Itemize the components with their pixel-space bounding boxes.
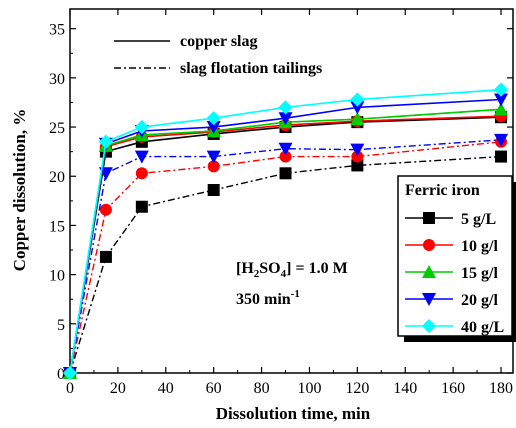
- copper-slag-point: [350, 101, 365, 115]
- x-tick-label: 100: [297, 380, 321, 397]
- legend-label: 20 g/l: [461, 292, 498, 309]
- legend-box: [397, 175, 513, 337]
- x-tick-label: 20: [110, 380, 126, 397]
- tailings-point: [98, 167, 113, 181]
- legend-marker: [422, 319, 436, 333]
- copper-slag-point: [278, 112, 293, 126]
- copper-slag-point: [206, 121, 221, 135]
- acid-concentration-annotation: [H2SO4] = 1.0 M: [236, 260, 348, 280]
- tailings-point: [134, 150, 149, 164]
- x-tick-label: 180: [489, 380, 513, 397]
- x-tick-label: 80: [254, 380, 270, 397]
- tailings-point: [494, 102, 509, 116]
- tailings-point: [278, 100, 293, 115]
- tailings-point: [279, 150, 292, 163]
- legend-marker: [423, 212, 435, 224]
- legend-slag-flotation-tailings: slag flotation tailings: [180, 60, 322, 77]
- marker-legend: Ferric iron 5 g/L 10 g/l 15 g/l 20 g/l 40 g/…: [397, 175, 516, 342]
- x-tick-label: 140: [393, 380, 417, 397]
- tailings-point: [495, 150, 508, 163]
- y-tick-label: 30: [49, 71, 65, 88]
- tailings-point: [350, 143, 365, 157]
- tailings-point: [99, 203, 112, 216]
- tailings-point: [98, 134, 113, 149]
- tailings-point: [99, 250, 112, 263]
- tailings-point: [351, 159, 364, 172]
- tailings-point: [207, 160, 220, 173]
- legend-label: 40 g/L: [461, 319, 504, 336]
- y-tick-label: 10: [49, 268, 65, 285]
- legend-marker: [422, 293, 436, 306]
- legend-copper-slag: copper slag: [180, 33, 257, 50]
- series-4: [63, 82, 509, 380]
- tailings-point: [135, 167, 148, 180]
- stirring-speed-annotation: 350 min-1: [236, 288, 300, 308]
- x-tick-label: 40: [158, 380, 174, 397]
- legend-marker: [422, 265, 436, 278]
- x-tick-label: 0: [66, 380, 74, 397]
- tailings-point: [494, 82, 509, 97]
- legend-marker: [423, 239, 435, 251]
- tailings-point: [350, 92, 365, 107]
- x-tick-label: 160: [441, 380, 465, 397]
- legend-label: 5 g/L: [461, 211, 496, 228]
- tailings-point: [350, 112, 365, 126]
- legend-label: 15 g/l: [461, 265, 498, 282]
- y-axis-label: Copper dissolution, %: [10, 109, 29, 272]
- series-layer: [63, 82, 509, 380]
- y-tick-label: 20: [49, 169, 65, 186]
- tailings-point: [206, 150, 221, 164]
- legend-title: Ferric iron: [405, 182, 480, 199]
- tailings-point: [494, 133, 509, 147]
- tailings-point: [134, 120, 149, 135]
- tailings-point: [135, 200, 148, 213]
- y-tick-label: 0: [57, 366, 65, 383]
- tailings-point: [207, 184, 220, 197]
- axes-layer: 0 20 40 60 80 100 120 140 160 180 0 5 10 15 20 25 30 35: [49, 8, 514, 397]
- x-tick-label: 120: [345, 380, 369, 397]
- x-tick-label: 60: [206, 380, 222, 397]
- y-tick-label: 25: [49, 120, 65, 137]
- y-tick-label: 15: [49, 218, 65, 235]
- legend-label: 10 g/l: [461, 238, 498, 255]
- tailings-point: [279, 167, 292, 180]
- y-tick-label: 5: [57, 317, 65, 334]
- line-style-legend: copper slag slag flotation tailings: [114, 33, 322, 77]
- x-axis-label: Dissolution time, min: [216, 404, 371, 423]
- tailings-point: [63, 366, 77, 380]
- copper-slag-point: [494, 93, 509, 107]
- tailings-point: [206, 111, 221, 126]
- tailings-point: [278, 142, 293, 156]
- y-tick-label: 35: [49, 22, 65, 39]
